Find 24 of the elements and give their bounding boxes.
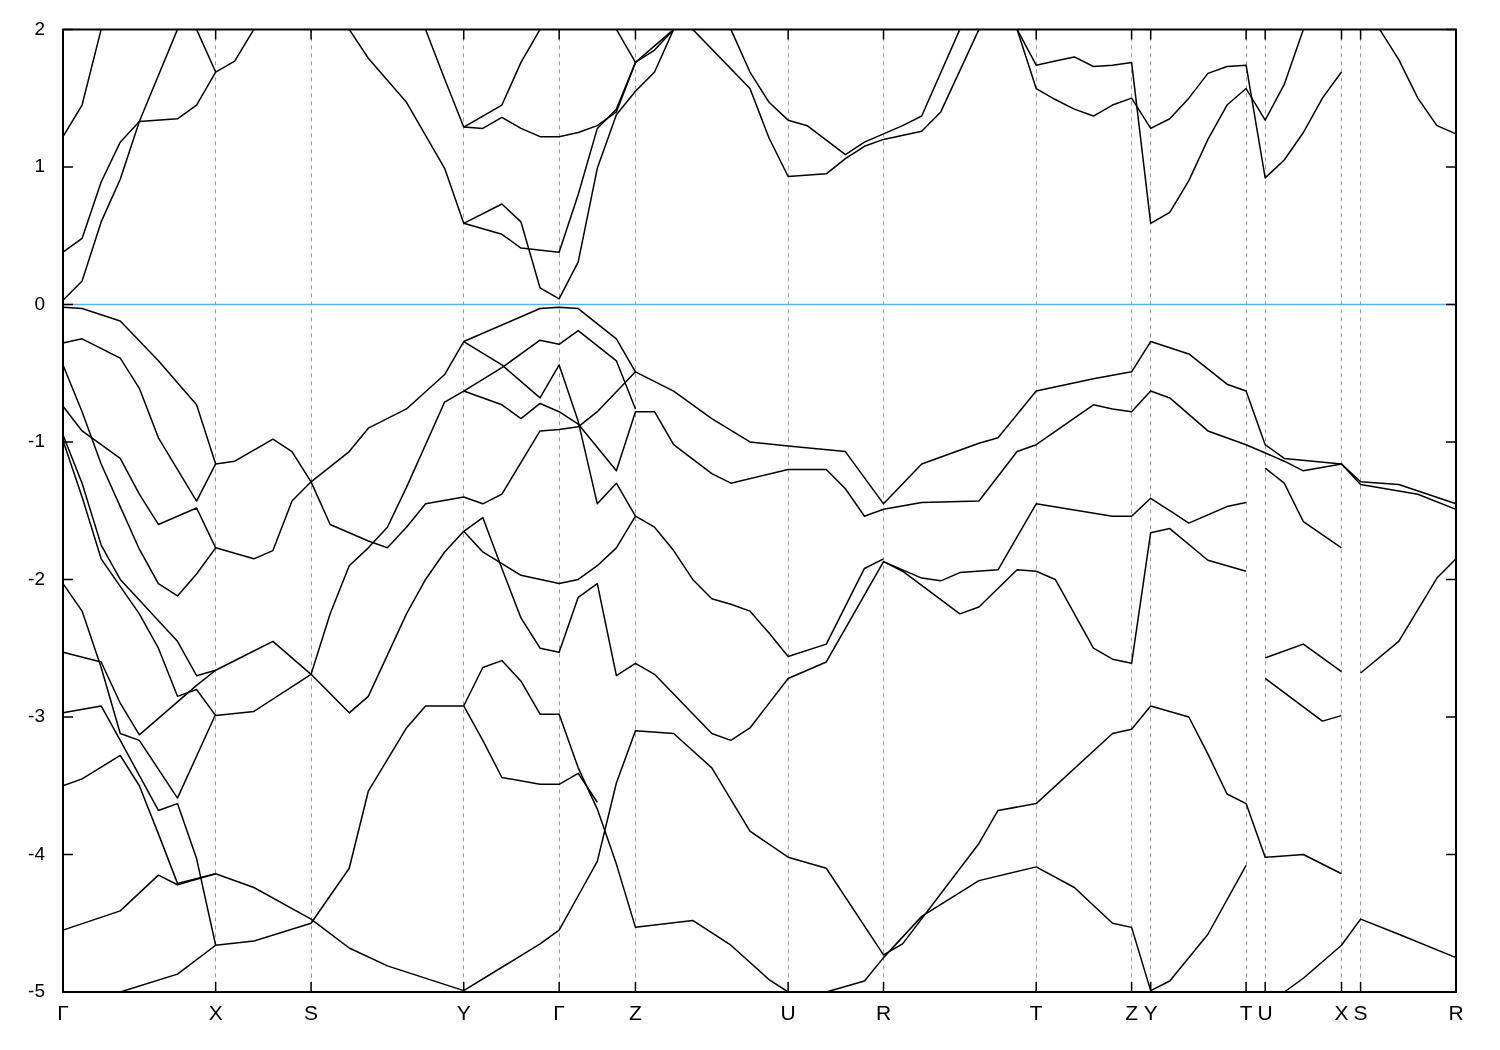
y-tick-label: -1 — [28, 430, 45, 452]
y-tick-label: 2 — [34, 17, 45, 39]
x-tick-label: Y — [1143, 1001, 1158, 1025]
x-tick-label: U — [780, 1001, 796, 1025]
x-tick-label: T — [1239, 1001, 1253, 1025]
y-tick-label: -5 — [28, 980, 45, 1002]
x-tick-label: R — [875, 1001, 892, 1025]
y-tick-label: -2 — [28, 567, 45, 589]
y-tick-label: 1 — [34, 155, 45, 177]
x-tick-label: T — [1029, 1001, 1043, 1025]
x-tick-label: S — [1353, 1001, 1368, 1025]
y-tick-label: -3 — [28, 705, 45, 727]
y-tick-label: -4 — [28, 842, 46, 864]
x-tick-label: Z — [629, 1001, 643, 1025]
x-tick-label: U — [1257, 1001, 1273, 1025]
x-tick-label: X — [1334, 1001, 1349, 1025]
x-tick-label: Γ — [57, 1001, 69, 1025]
x-tick-label: Y — [456, 1001, 471, 1025]
x-tick-label: R — [1448, 1001, 1464, 1025]
x-tick-label: Z — [1125, 1001, 1139, 1025]
y-tick-label: 0 — [34, 292, 45, 314]
x-tick-label: S — [304, 1001, 319, 1025]
x-tick-label: X — [208, 1001, 223, 1025]
x-tick-label: Γ — [553, 1001, 565, 1025]
